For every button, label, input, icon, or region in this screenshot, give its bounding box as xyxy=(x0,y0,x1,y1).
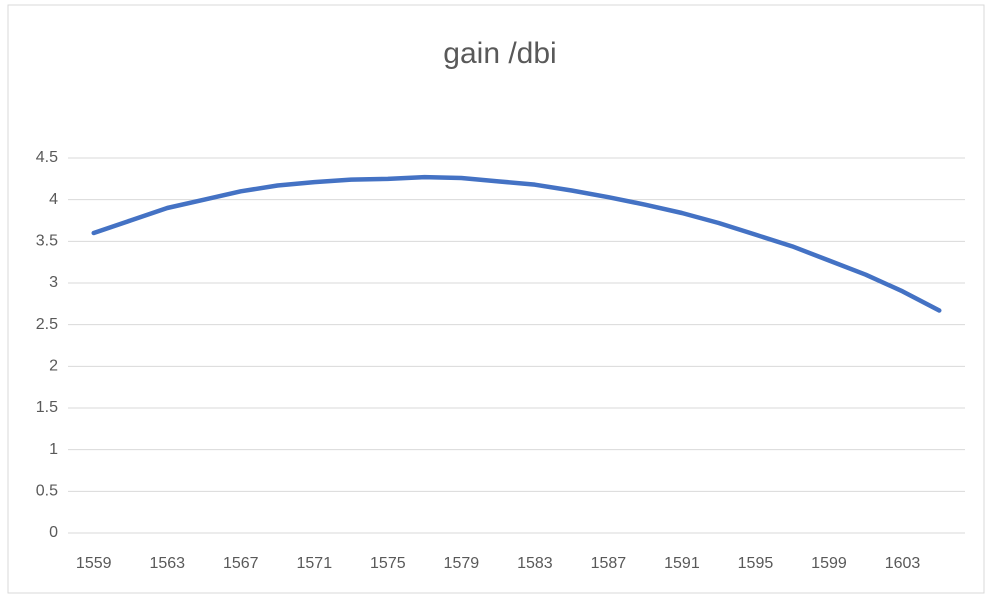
y-tick-label: 0.5 xyxy=(36,483,58,500)
chart-frame xyxy=(7,4,985,594)
y-tick-label: 4 xyxy=(49,191,58,208)
x-tick-label: 1571 xyxy=(297,555,333,572)
chart-title: gain /dbi xyxy=(443,37,556,70)
x-tick-label: 1559 xyxy=(76,555,112,572)
x-tick-label: 1603 xyxy=(885,555,921,572)
x-tick-label: 1591 xyxy=(664,555,700,572)
x-tick-label: 1579 xyxy=(444,555,480,572)
x-tick-label: 1583 xyxy=(517,555,553,572)
y-tick-label: 4.5 xyxy=(36,149,58,166)
y-tick-label: 2 xyxy=(49,358,58,375)
y-tick-label: 1.5 xyxy=(36,399,58,416)
y-tick-label: 0 xyxy=(49,524,58,541)
x-tick-label: 1567 xyxy=(223,555,259,572)
y-tick-label: 3.5 xyxy=(36,233,58,250)
data-line xyxy=(91,174,942,313)
x-tick-label: 1587 xyxy=(591,555,627,572)
y-tick-label: 3 xyxy=(49,274,58,291)
x-tick-label: 1563 xyxy=(149,555,185,572)
y-tick-label: 1 xyxy=(49,441,58,458)
y-tick-label: 2.5 xyxy=(36,316,58,333)
x-tick-label: 1595 xyxy=(738,555,774,572)
x-tick-label: 1575 xyxy=(370,555,406,572)
x-tick-label: 1599 xyxy=(811,555,847,572)
